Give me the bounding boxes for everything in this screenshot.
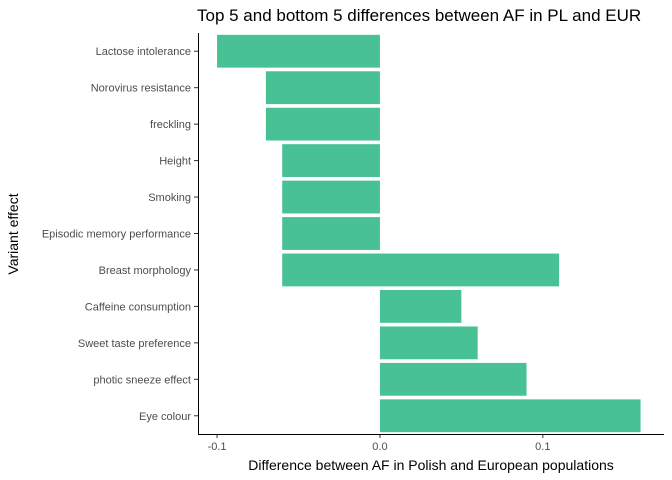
bar: [282, 253, 560, 287]
x-axis-ticks: -0.1 0.0 0.1: [208, 434, 550, 453]
y-axis-title: Variant effect: [5, 193, 21, 274]
bar: [265, 107, 380, 141]
y-tick-label: Episodic memory performance: [42, 229, 191, 241]
chart-title: Top 5 and bottom 5 differences between A…: [197, 6, 641, 25]
y-tick-label: Sweet taste preference: [78, 338, 191, 350]
bar: [379, 326, 478, 360]
y-tick-label: photic sneeze effect: [93, 374, 191, 386]
bar: [265, 71, 380, 105]
bar: [282, 144, 380, 177]
bar: [379, 399, 641, 433]
x-tick-label: -0.1: [208, 441, 227, 453]
x-tick-label: 0.0: [372, 441, 387, 453]
bar: [379, 362, 527, 396]
x-tick-label: 0.1: [535, 441, 550, 453]
bar: [282, 180, 380, 214]
y-tick-label: Caffeine consumption: [85, 301, 191, 313]
y-tick-label: Breast morphology: [99, 265, 192, 277]
x-axis-title: Difference between AF in Polish and Euro…: [248, 457, 614, 473]
y-tick-label: Eye colour: [139, 411, 191, 423]
bars-group: [217, 34, 641, 433]
bar: [379, 290, 462, 323]
y-tick-label: Norovirus resistance: [91, 83, 191, 95]
y-axis-ticks: Lactose intolerance Norovirus resistance f…: [42, 46, 198, 423]
y-tick-label: freckling: [150, 119, 191, 131]
bar: [282, 217, 380, 250]
y-tick-label: Height: [159, 156, 191, 168]
y-tick-label: Smoking: [148, 192, 191, 204]
y-tick-label: Lactose intolerance: [96, 46, 191, 58]
bar: [217, 34, 380, 68]
